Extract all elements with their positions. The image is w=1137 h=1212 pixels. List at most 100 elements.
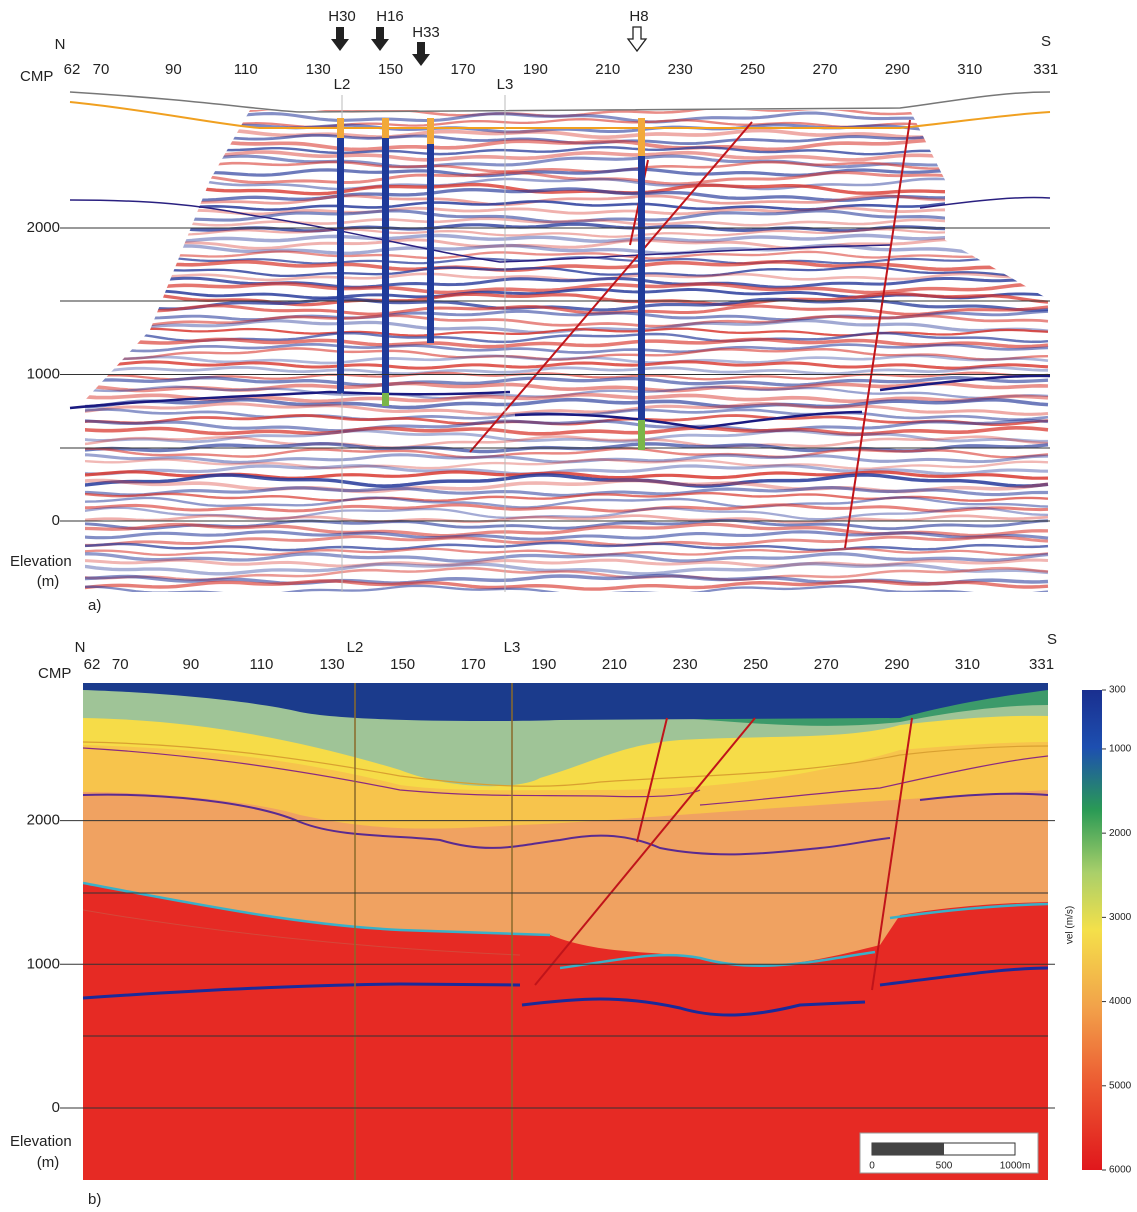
seismic-trace [85, 276, 1049, 289]
scale-bar-fill [872, 1143, 944, 1155]
cmp-tick-label: 210 [602, 656, 627, 673]
colorbar-tick-label: 3000 [1109, 912, 1132, 923]
seismic-trace [85, 535, 1049, 547]
horizon [919, 196, 1051, 209]
horizon [521, 997, 866, 1017]
north-label: N [75, 639, 86, 656]
south-label: S [1047, 631, 1057, 648]
seismic-trace [85, 243, 1049, 256]
cmp-tick-label: 130 [306, 61, 331, 78]
seismic-trace [85, 194, 1049, 207]
seismic-trace [85, 426, 1049, 436]
colorbar-tick-label: 1000 [1109, 744, 1132, 755]
seismic-trace [85, 304, 1049, 316]
cmp-tick-label: 230 [668, 61, 693, 78]
seismic-trace [85, 182, 1049, 196]
seismic-trace [85, 464, 1049, 476]
elevation-tick-label: 1000 [27, 955, 60, 972]
elevation-tick-label: 0 [52, 1099, 60, 1116]
seismic-trace [85, 138, 1049, 152]
elevation-label: Elevation [10, 1133, 72, 1150]
seismic-trace [85, 342, 1049, 354]
line-label: L2 [334, 76, 351, 93]
well-arrow [626, 26, 648, 53]
well [337, 120, 344, 393]
cmp-tick-label: 90 [165, 61, 182, 78]
seismic-trace [85, 376, 1049, 387]
well-label: H16 [376, 8, 404, 25]
well [638, 120, 645, 450]
cmp-tick-label: 290 [885, 61, 910, 78]
well [382, 120, 389, 405]
fault [469, 121, 753, 453]
well-bottom [382, 393, 389, 406]
panel-label: b) [88, 1191, 101, 1208]
cmp-tick-label: 190 [523, 61, 548, 78]
seismic-trace [85, 579, 1049, 591]
colorbar-tick-label: 5000 [1109, 1080, 1132, 1091]
well-top [638, 118, 645, 156]
colorbar-tick-label: 300 [1109, 685, 1126, 696]
fault [871, 717, 913, 991]
seismic-trace [85, 385, 1049, 400]
seismic-trace [85, 435, 1049, 449]
well-top [382, 118, 389, 138]
horizon [83, 982, 521, 1000]
seismic-trace [85, 281, 1049, 295]
colorbar-tick-label: 2000 [1109, 828, 1132, 839]
cmp-tick-label: 270 [812, 61, 837, 78]
seismic-trace [85, 250, 1049, 260]
cmp-tick-label: 210 [595, 61, 620, 78]
boundary [83, 881, 551, 937]
seismic-trace [85, 514, 1049, 524]
cmp-tick-label: 331 [1029, 656, 1054, 673]
seismic-trace [85, 233, 1049, 244]
cmp-label: CMP [38, 665, 71, 682]
horizon-orange [69, 101, 1051, 129]
seismic-trace [85, 419, 1049, 433]
horizon [514, 410, 863, 430]
cmp-tick-label: 90 [182, 656, 199, 673]
panel-label: a) [88, 597, 101, 614]
topography [69, 91, 1051, 113]
seismic-trace [85, 530, 1049, 541]
seismic-trace [85, 260, 1048, 272]
seismic-trace [85, 160, 1049, 174]
cmp-tick-label: 150 [390, 656, 415, 673]
line-label: L2 [347, 639, 364, 656]
horizon [83, 793, 891, 856]
horizon [69, 199, 891, 263]
well [427, 120, 434, 343]
cmp-tick-label: 310 [955, 656, 980, 673]
seismic-trace [85, 402, 1049, 416]
cmp-tick-label: 110 [234, 61, 258, 78]
seismic-trace [85, 503, 1049, 513]
cmp-tick-label: 150 [378, 61, 403, 78]
horizon [879, 966, 1048, 987]
elevation-tick-label: 2000 [27, 219, 60, 236]
horizon [83, 909, 521, 956]
seismic-trace [85, 547, 1049, 557]
cmp-tick-label: 290 [884, 656, 909, 673]
cmp-tick-label: 70 [93, 61, 110, 78]
well-arrow [371, 27, 389, 51]
well-label: H33 [412, 24, 440, 41]
elevation-unit: (m) [37, 573, 60, 590]
scale-label: 500 [936, 1161, 953, 1172]
horizon [699, 755, 1048, 806]
fault [636, 717, 668, 843]
seismic-trace [85, 150, 1049, 162]
horizon [69, 390, 511, 410]
fault [844, 119, 911, 549]
cmp-tick-label: 110 [249, 656, 273, 673]
seismic-section [85, 110, 1049, 592]
seismic-trace [85, 552, 1049, 563]
line-label: L3 [504, 639, 521, 656]
seismic-trace [85, 381, 1049, 393]
seismic-trace [85, 496, 1049, 509]
elevation-tick-label: 2000 [27, 812, 60, 829]
south-label: S [1041, 33, 1051, 50]
well-top [427, 118, 434, 144]
seismic-trace [85, 453, 1049, 464]
